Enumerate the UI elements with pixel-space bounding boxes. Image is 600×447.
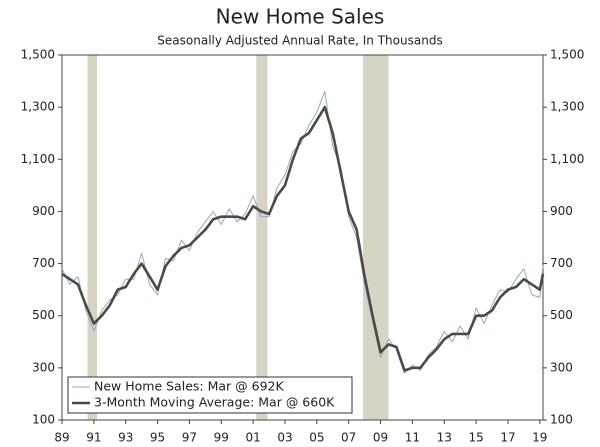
x-tick-label: 15 [468, 431, 483, 445]
y-tick-label: 1,500 [21, 48, 55, 62]
y-tick-label: 900 [32, 204, 55, 218]
y2-tick-label: 900 [550, 204, 573, 218]
x-tick-label: 07 [341, 431, 356, 445]
y2-tick-label: 300 [550, 360, 573, 374]
y-tick-label: 500 [32, 308, 55, 322]
y2-tick-label: 1,300 [550, 100, 584, 114]
x-tick-label: 95 [150, 431, 165, 445]
x-tick-label: 13 [437, 431, 452, 445]
chart-subtitle: Seasonally Adjusted Annual Rate, In Thou… [157, 34, 442, 48]
legend-box [67, 376, 353, 414]
x-tick-label: 99 [214, 431, 229, 445]
legend-label: 3-Month Moving Average: Mar @ 660K [94, 395, 335, 410]
y-tick-label: 700 [32, 256, 55, 270]
x-tick-label: 09 [373, 431, 388, 445]
x-tick-label: 97 [182, 431, 197, 445]
x-tick-label: 93 [118, 431, 133, 445]
recession-band [363, 55, 389, 420]
plot-frame [61, 54, 544, 421]
y2-tick-label: 500 [550, 308, 573, 322]
recession-band [256, 55, 268, 420]
x-tick-label: 11 [405, 431, 420, 445]
y2-tick-label: 1,500 [550, 48, 584, 62]
y2-tick-label: 1,100 [550, 152, 584, 166]
legend-label: New Home Sales: Mar @ 692K [94, 379, 284, 394]
recession-band [87, 55, 98, 420]
y-tick-label: 1,300 [21, 100, 55, 114]
y-tick-label: 1,100 [21, 152, 55, 166]
x-tick-label: 03 [277, 431, 292, 445]
x-tick-label: 91 [86, 431, 101, 445]
y2-tick-label: 100 [550, 413, 573, 427]
x-tick-label: 01 [245, 431, 260, 445]
y-tick-label: 100 [32, 413, 55, 427]
y-tick-label: 300 [32, 360, 55, 374]
x-tick-label: 19 [532, 431, 547, 445]
y2-tick-label: 700 [550, 256, 573, 270]
chart-title: New Home Sales [216, 5, 385, 29]
series-line [61, 105, 545, 372]
x-tick-label: 05 [309, 431, 324, 445]
x-tick-label: 17 [500, 431, 515, 445]
x-tick-label: 89 [54, 431, 69, 445]
